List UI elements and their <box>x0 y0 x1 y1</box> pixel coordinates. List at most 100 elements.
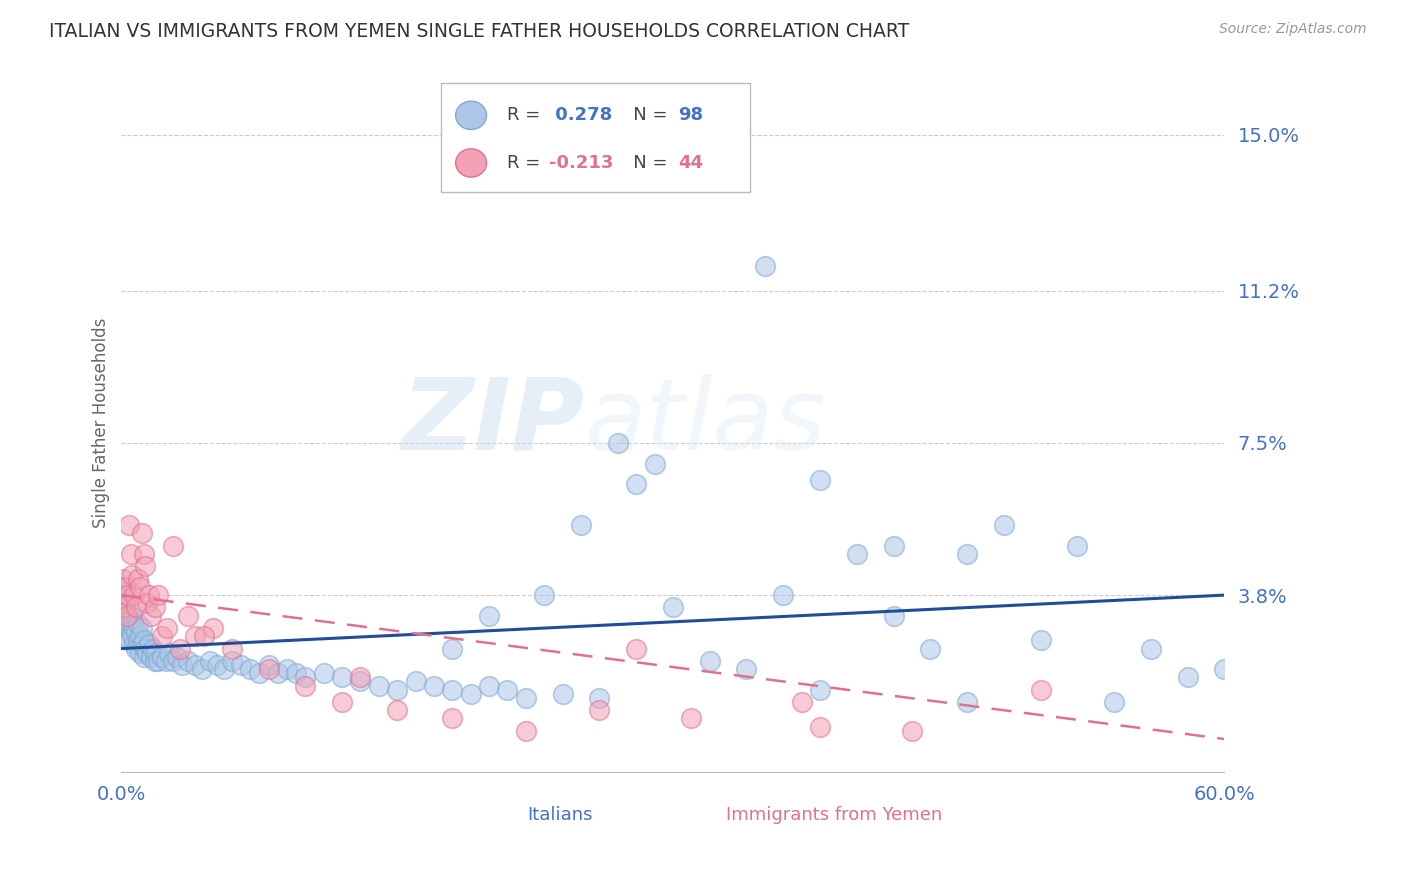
Point <box>115 621 138 635</box>
Point <box>956 695 979 709</box>
Point <box>883 608 905 623</box>
Point <box>114 596 136 610</box>
Point <box>1213 662 1236 676</box>
Text: -0.213: -0.213 <box>550 154 614 172</box>
Point <box>162 654 184 668</box>
Point <box>385 682 408 697</box>
Point <box>285 666 308 681</box>
Point <box>496 682 519 697</box>
Point <box>845 547 868 561</box>
Point <box>143 600 166 615</box>
Point <box>790 695 813 709</box>
Point <box>127 572 149 586</box>
Point <box>172 658 194 673</box>
Point <box>139 649 162 664</box>
Point <box>191 662 214 676</box>
Point <box>134 559 156 574</box>
Point <box>125 625 148 640</box>
Point <box>294 679 316 693</box>
Point <box>114 600 136 615</box>
Ellipse shape <box>499 805 520 826</box>
Point <box>221 654 243 668</box>
Point <box>956 547 979 561</box>
Point <box>124 637 146 651</box>
Point <box>121 616 143 631</box>
Ellipse shape <box>456 101 486 129</box>
Point <box>423 679 446 693</box>
Point <box>142 641 165 656</box>
Point <box>112 596 135 610</box>
Point <box>681 711 703 725</box>
Point <box>569 518 592 533</box>
Point <box>134 641 156 656</box>
Point <box>145 646 167 660</box>
Point <box>405 674 427 689</box>
Point <box>120 547 142 561</box>
Point <box>132 633 155 648</box>
Point <box>114 580 136 594</box>
Point <box>169 641 191 656</box>
Point <box>239 662 262 676</box>
Point <box>883 539 905 553</box>
Point <box>441 682 464 697</box>
Text: Source: ZipAtlas.com: Source: ZipAtlas.com <box>1219 22 1367 37</box>
Point <box>184 629 207 643</box>
Point <box>131 637 153 651</box>
Point <box>735 662 758 676</box>
Point <box>441 641 464 656</box>
Point <box>112 572 135 586</box>
Text: ITALIAN VS IMMIGRANTS FROM YEMEN SINGLE FATHER HOUSEHOLDS CORRELATION CHART: ITALIAN VS IMMIGRANTS FROM YEMEN SINGLE … <box>49 22 910 41</box>
Point <box>367 679 389 693</box>
Point <box>131 526 153 541</box>
Point <box>214 662 236 676</box>
Point <box>229 658 252 673</box>
Point <box>221 641 243 656</box>
Point <box>624 477 647 491</box>
FancyBboxPatch shape <box>441 84 751 192</box>
Point <box>257 658 280 673</box>
Point <box>699 654 721 668</box>
Point <box>205 658 228 673</box>
Point <box>118 518 141 533</box>
Point <box>385 703 408 717</box>
Point <box>127 616 149 631</box>
Point <box>247 666 270 681</box>
Point <box>125 641 148 656</box>
Point <box>478 608 501 623</box>
Point <box>114 608 136 623</box>
Point <box>124 621 146 635</box>
Text: 44: 44 <box>679 154 703 172</box>
Point <box>754 259 776 273</box>
Y-axis label: Single Father Households: Single Father Households <box>93 318 110 528</box>
Point <box>1177 670 1199 684</box>
Point <box>993 518 1015 533</box>
Text: 0.278: 0.278 <box>550 106 613 124</box>
Point <box>132 547 155 561</box>
Point <box>312 666 335 681</box>
Text: atlas: atlas <box>585 374 827 471</box>
Text: N =: N = <box>616 154 673 172</box>
Point <box>115 588 138 602</box>
Point <box>193 629 215 643</box>
Ellipse shape <box>456 149 486 178</box>
Point <box>808 682 831 697</box>
Text: R =: R = <box>508 154 547 172</box>
Point <box>118 616 141 631</box>
Point <box>112 588 135 602</box>
Point <box>124 588 146 602</box>
Point <box>330 670 353 684</box>
Text: N =: N = <box>616 106 673 124</box>
Point <box>198 654 221 668</box>
Point <box>515 690 537 705</box>
Point <box>118 633 141 648</box>
Point <box>120 625 142 640</box>
Point <box>588 703 610 717</box>
Ellipse shape <box>699 805 718 826</box>
Point <box>121 629 143 643</box>
Point <box>901 723 924 738</box>
Point <box>131 621 153 635</box>
Point <box>533 588 555 602</box>
Point <box>276 662 298 676</box>
Point <box>150 649 173 664</box>
Point <box>808 720 831 734</box>
